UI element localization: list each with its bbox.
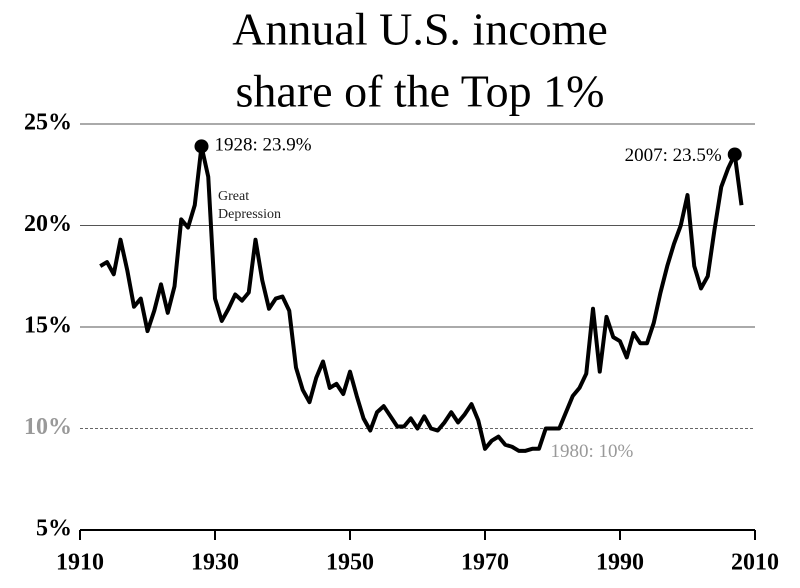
x-tick-label: 1910	[56, 550, 104, 576]
x-tick-label: 1970	[461, 550, 509, 576]
y-tick-label: 10%	[24, 414, 72, 440]
x-tick-label: 1930	[191, 550, 239, 576]
x-tick-label: 1950	[326, 550, 374, 576]
x-tick-label: 2010	[731, 550, 779, 576]
chart-title: share of the Top 1%	[236, 66, 605, 117]
y-tick-label: 20%	[24, 211, 72, 237]
highlight-dot	[727, 147, 742, 162]
highlight-label: 1928: 23.9%	[215, 135, 312, 156]
annotation: Great Depression	[218, 189, 281, 222]
highlight-label: 1980: 10%	[551, 441, 634, 462]
highlight-dot	[194, 139, 209, 154]
y-tick-label: 5%	[36, 516, 72, 542]
chart-title: Annual U.S. income	[232, 4, 608, 55]
highlight-label: 2007: 23.5%	[625, 145, 722, 166]
y-tick-label: 25%	[24, 110, 72, 136]
y-tick-label: 15%	[24, 313, 72, 339]
data-line	[99, 144, 744, 453]
x-tick-label: 1990	[596, 550, 644, 576]
